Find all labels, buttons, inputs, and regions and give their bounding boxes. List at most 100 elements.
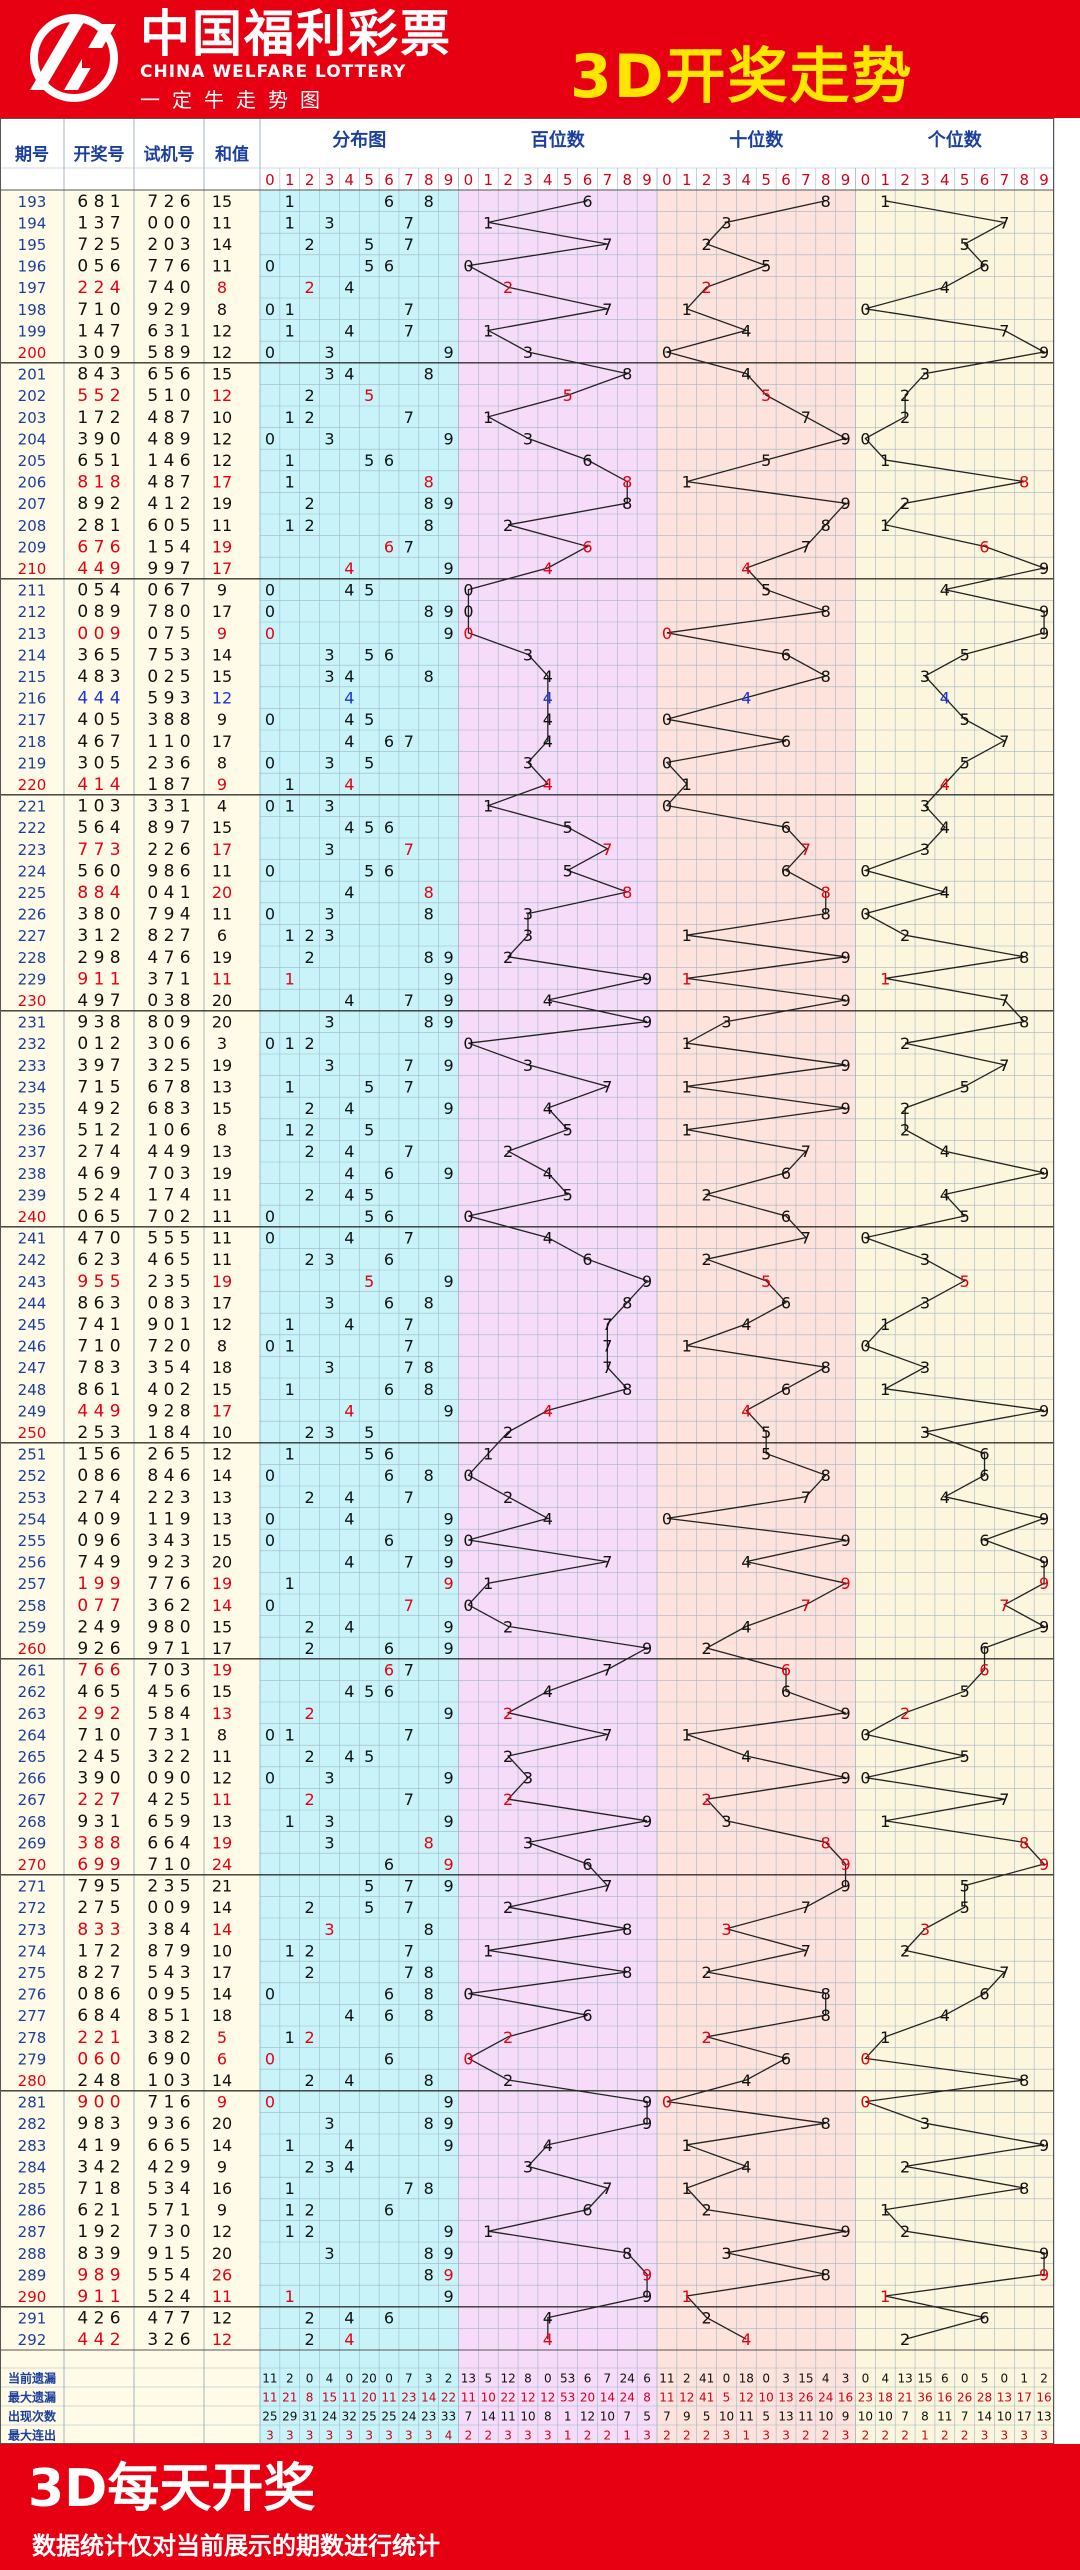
draw-number-cell: 4 4 2 (77, 2330, 120, 2350)
ones-zone-mark: 5 (960, 1682, 970, 1701)
sum-cell: 11 (212, 1790, 232, 1809)
period-cell: 274 (18, 1942, 47, 1960)
hundreds-zone-mark: 7 (602, 1077, 612, 1096)
test-number-cell: 2 2 6 (147, 840, 190, 860)
stat-value: 31 (302, 2410, 317, 2424)
test-number-cell: 1 7 4 (147, 1185, 190, 1205)
hundreds-zone-mark: 3 (523, 753, 533, 772)
period-cell: 245 (18, 1316, 47, 1334)
distribution-mark: 7 (404, 1725, 414, 1744)
hundreds-zone-mark: 6 (582, 451, 592, 470)
distribution-mark: 7 (404, 1358, 414, 1377)
test-number-cell: 2 2 3 (147, 1488, 190, 1508)
digit-header: 6 (980, 171, 990, 189)
period-cell: 215 (18, 668, 47, 686)
tens-zone-mark: 4 (741, 2157, 751, 2176)
draw-number-cell: 7 1 0 (77, 1337, 120, 1357)
hundreds-zone-mark: 0 (463, 1985, 473, 2004)
tens-zone-mark: 4 (741, 1747, 751, 1766)
period-cell: 226 (18, 906, 47, 924)
digit-header: 9 (642, 171, 652, 189)
hundreds-zone-mark: 5 (563, 861, 573, 880)
footer-note: 数据统计仅对当前展示的期数进行统计 (32, 2532, 440, 2560)
hundreds-zone-mark: 9 (642, 2093, 652, 2112)
ones-zone-mark: 1 (880, 1812, 890, 1831)
hundreds-zone-mark: 8 (622, 365, 632, 384)
stat-value: 0 (544, 2372, 552, 2386)
period-cell: 280 (18, 2072, 47, 2090)
stat-value: 33 (441, 2410, 456, 2424)
stat-value: 11 (659, 2372, 674, 2386)
ones-zone-mark: 3 (920, 1293, 930, 1312)
distribution-mark: 9 (443, 1531, 453, 1550)
stat-value: 3 (266, 2429, 274, 2443)
ones-zone-mark: 1 (880, 192, 890, 211)
test-number-cell: 4 7 7 (147, 2309, 190, 2329)
ones-zone-trend-line (863, 200, 1047, 2340)
test-number-cell: 6 6 4 (147, 1833, 190, 1853)
test-number-cell: 3 7 1 (147, 969, 190, 989)
test-number-cell: 4 6 5 (147, 1250, 190, 1270)
ones-zone-mark: 7 (999, 213, 1009, 232)
draw-number-cell: 8 8 4 (77, 883, 120, 903)
draw-number-cell: 3 9 0 (77, 1769, 120, 1789)
distribution-mark: 2 (305, 2309, 315, 2328)
period-cell: 281 (18, 2094, 47, 2112)
distribution-mark: 4 (344, 1164, 354, 1183)
distribution-mark: 3 (324, 1358, 334, 1377)
ones-zone-mark: 8 (1019, 2179, 1029, 2198)
ones-zone-mark: 0 (860, 2093, 870, 2112)
period-cell: 262 (18, 1683, 47, 1701)
ones-zone-mark: 3 (920, 1358, 930, 1377)
distribution-mark: 4 (344, 1509, 354, 1528)
test-number-cell: 9 0 1 (147, 1315, 190, 1335)
draw-number-cell: 0 8 6 (77, 1985, 120, 2005)
distribution-mark: 6 (384, 1164, 394, 1183)
ones-zone-mark: 6 (979, 1531, 989, 1550)
period-cell: 231 (18, 1014, 47, 1032)
tens-zone-mark: 7 (801, 1229, 811, 1248)
distribution-mark: 9 (443, 2287, 453, 2306)
tens-zone-mark: 6 (781, 1207, 791, 1226)
stat-value: 22 (441, 2391, 456, 2405)
test-number-cell: 6 0 5 (147, 516, 190, 536)
period-cell: 266 (18, 1770, 47, 1788)
distribution-mark: 8 (424, 2071, 434, 2090)
test-number-cell: 4 5 6 (147, 1682, 190, 1702)
sum-cell: 14 (212, 1466, 232, 1485)
period-cell: 247 (18, 1359, 47, 1377)
sum-cell: 13 (212, 1812, 232, 1831)
test-number-cell: 7 5 3 (147, 645, 190, 665)
tens-zone-mark: 8 (821, 2006, 831, 2025)
stat-value: 18 (739, 2372, 754, 2386)
test-number-cell: 2 3 6 (147, 753, 190, 773)
distribution-mark: 6 (384, 1661, 394, 1680)
stat-value: 6 (941, 2372, 949, 2386)
period-cell: 253 (18, 1489, 47, 1507)
digit-header: 8 (1019, 171, 1029, 189)
stat-value: 4 (445, 2429, 453, 2443)
digit-header: 4 (742, 171, 752, 189)
test-number-cell: 5 9 3 (147, 689, 190, 709)
draw-number-cell: 5 1 2 (77, 1121, 120, 1141)
tens-zone-mark: 4 (741, 1315, 751, 1334)
distribution-mark: 7 (404, 300, 414, 319)
hundreds-zone-mark: 7 (602, 235, 612, 254)
tens-zone-mark: 1 (682, 300, 692, 319)
distribution-mark: 1 (285, 213, 295, 232)
tens-zone-mark: 4 (741, 321, 751, 340)
distribution-mark: 5 (364, 235, 374, 254)
stat-value: 10 (997, 2410, 1012, 2424)
draw-number-cell: 1 9 2 (77, 2222, 120, 2242)
period-cell: 207 (18, 495, 47, 513)
china-welfare-lottery-logo (30, 14, 118, 102)
stat-value: 1 (623, 2429, 631, 2443)
hundreds-zone-mark: 1 (483, 1574, 493, 1593)
test-number-cell: 9 2 3 (147, 1553, 190, 1573)
period-cell: 244 (18, 1294, 47, 1312)
period-cell: 220 (18, 776, 47, 794)
tens-zone-mark: 9 (840, 1056, 850, 1075)
tens-zone-mark: 0 (662, 753, 672, 772)
stat-value: 5 (643, 2410, 651, 2424)
tens-zone-mark: 9 (840, 1877, 850, 1896)
